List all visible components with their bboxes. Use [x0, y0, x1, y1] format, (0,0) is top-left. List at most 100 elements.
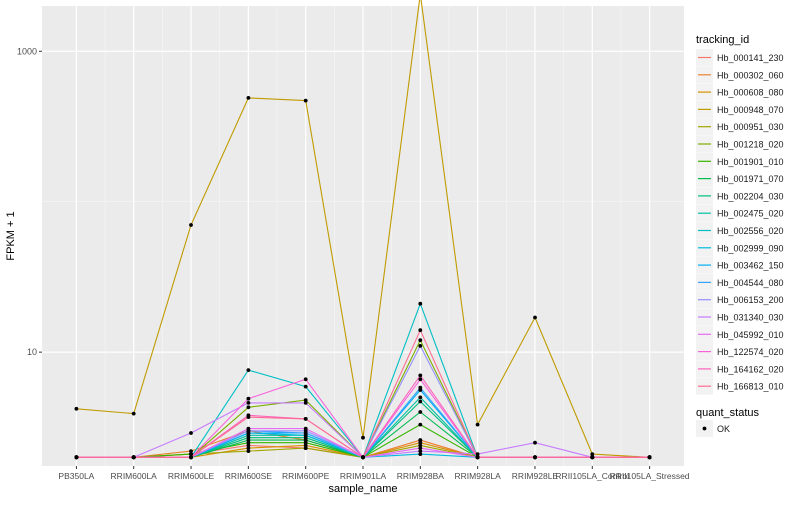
data-point-Hb_166813_010: [475, 455, 480, 460]
legend-status-point: [702, 426, 707, 431]
data-point-Hb_045992_010: [418, 446, 423, 450]
data-point-Hb_002556_020: [303, 384, 308, 389]
data-point-Hb_000948_070: [246, 96, 251, 100]
data-point-Hb_001971_070: [418, 410, 423, 414]
legend-label: Hb_000302_060: [717, 70, 784, 80]
data-point-Hb_000948_070: [590, 452, 595, 456]
data-point-Hb_002556_020: [246, 368, 251, 372]
data-point-Hb_001218_020: [303, 398, 308, 402]
legend-label: Hb_001971_070: [717, 174, 784, 184]
legend-label: Hb_000608_080: [717, 88, 784, 98]
legend-label: Hb_004544_080: [717, 278, 784, 288]
legend-label: Hb_164162_020: [717, 364, 784, 374]
data-point-Hb_002204_030: [418, 399, 423, 404]
legend-label: Hb_000141_230: [717, 53, 784, 63]
legend: tracking_id Hb_000141_230Hb_000302_060Hb…: [696, 34, 784, 437]
data-point-Hb_045992_010: [303, 426, 308, 431]
data-point-Hb_000608_080: [418, 440, 423, 445]
legend-items: Hb_000141_230 Hb_000302_060 Hb_000608_080 H…: [696, 49, 784, 395]
data-point-Hb_122574_020: [246, 396, 251, 401]
data-point-Hb_000948_070: [303, 98, 308, 103]
y-tick-label: 1000: [17, 46, 37, 56]
data-point-Hb_006153_200: [418, 344, 423, 348]
data-point-Hb_001901_010: [303, 440, 308, 445]
legend-label: Hb_002999_090: [717, 243, 784, 253]
data-point-Hb_031340_030: [189, 431, 193, 435]
data-point-Hb_166813_010: [246, 415, 251, 419]
data-point-Hb_164162_020: [418, 373, 423, 378]
legend-title-tracking: tracking_id: [696, 34, 749, 46]
legend-label: Hb_002475_020: [717, 209, 784, 219]
data-point-Hb_000302_060: [189, 449, 193, 453]
data-point-Hb_166813_010: [74, 455, 79, 460]
data-point-Hb_166813_010: [418, 328, 423, 333]
data-point-Hb_031340_030: [533, 440, 537, 445]
legend-label: Hb_045992_010: [717, 330, 784, 340]
legend-label: Hb_001218_020: [717, 140, 784, 150]
minor-gridlines: [42, 6, 684, 466]
x-tick-label: RRIM901LA: [340, 471, 387, 481]
legend-label: Hb_122574_020: [717, 347, 784, 357]
y-tick-label: 10: [27, 347, 37, 357]
data-point-Hb_166813_010: [303, 417, 308, 421]
x-tick-label: RRIM928LA: [454, 471, 501, 481]
data-point-Hb_000948_070: [74, 406, 79, 411]
series-points: [74, 96, 652, 460]
data-point-Hb_001901_010: [189, 452, 193, 456]
data-point-Hb_166813_010: [533, 455, 537, 460]
y-axis-title: FPKM + 1: [5, 211, 17, 260]
data-point-Hb_000948_070: [189, 223, 193, 227]
data-point-Hb_000608_080: [246, 446, 251, 450]
data-point-Hb_166813_010: [647, 455, 652, 460]
legend-label: Hb_000948_070: [717, 105, 784, 115]
data-point-Hb_000948_070: [475, 422, 480, 427]
x-tick-label: RRIM600LE: [168, 471, 215, 481]
data-point-Hb_045992_010: [246, 426, 251, 431]
data-point-Hb_000302_060: [418, 438, 423, 442]
data-point-Hb_001218_020: [418, 338, 423, 343]
data-point-Hb_002999_090: [418, 452, 423, 456]
x-tick-label: RRIM600PE: [282, 471, 330, 481]
data-point-Hb_000948_070: [533, 315, 537, 320]
data-point-Hb_000951_030: [246, 449, 251, 453]
legend-label: Hb_031340_030: [717, 313, 784, 323]
legend-label: Hb_000951_030: [717, 122, 784, 132]
data-point-Hb_000951_030: [303, 446, 308, 450]
x-tick-label: RRIM928BA: [397, 471, 445, 481]
data-point-Hb_166813_010: [189, 455, 193, 460]
data-point-Hb_004544_080: [418, 385, 423, 390]
data-point-Hb_001218_020: [246, 405, 251, 410]
legend-label: Hb_006153_200: [717, 295, 784, 305]
data-point-Hb_002475_020: [418, 395, 423, 400]
x-tick-label: RRIM928LE: [512, 471, 559, 481]
x-tick-label: RRII105LA_Stressed: [610, 471, 690, 481]
data-point-Hb_031340_030: [418, 449, 423, 453]
x-tick-label: RRIM600SE: [225, 471, 273, 481]
x-tick-label: RRII105LA_Control: [555, 471, 629, 481]
data-point-Hb_122574_020: [418, 377, 423, 382]
x-tick-label: RRIM600LA: [111, 471, 158, 481]
data-point-Hb_166813_010: [131, 455, 136, 460]
data-point-Hb_000951_030: [418, 443, 423, 448]
data-point-Hb_001901_010: [246, 440, 251, 445]
data-point-Hb_000948_070: [131, 411, 136, 416]
legend-label: Hb_166813_010: [717, 382, 784, 392]
data-point-Hb_122574_020: [303, 377, 308, 382]
legend-status-label: OK: [717, 424, 730, 434]
y-axis: 10 1000: [17, 46, 42, 357]
data-point-Hb_000948_070: [361, 435, 365, 440]
data-point-Hb_166813_010: [361, 455, 365, 460]
data-point-Hb_001901_010: [418, 422, 423, 427]
x-tick-label: PB350LA: [58, 471, 94, 481]
x-axis-title: sample_name: [328, 483, 397, 495]
legend-label: Hb_002556_020: [717, 226, 784, 236]
data-point-Hb_031340_030: [246, 401, 251, 405]
data-point-Hb_166813_010: [590, 455, 595, 460]
legend-title-status: quant_status: [696, 407, 759, 419]
data-point-Hb_031340_030: [475, 452, 480, 456]
legend-label: Hb_001901_010: [717, 157, 784, 167]
data-point-Hb_002556_020: [418, 301, 423, 306]
data-point-Hb_031340_030: [303, 401, 308, 405]
data-point-Hb_000141_230: [246, 443, 251, 448]
